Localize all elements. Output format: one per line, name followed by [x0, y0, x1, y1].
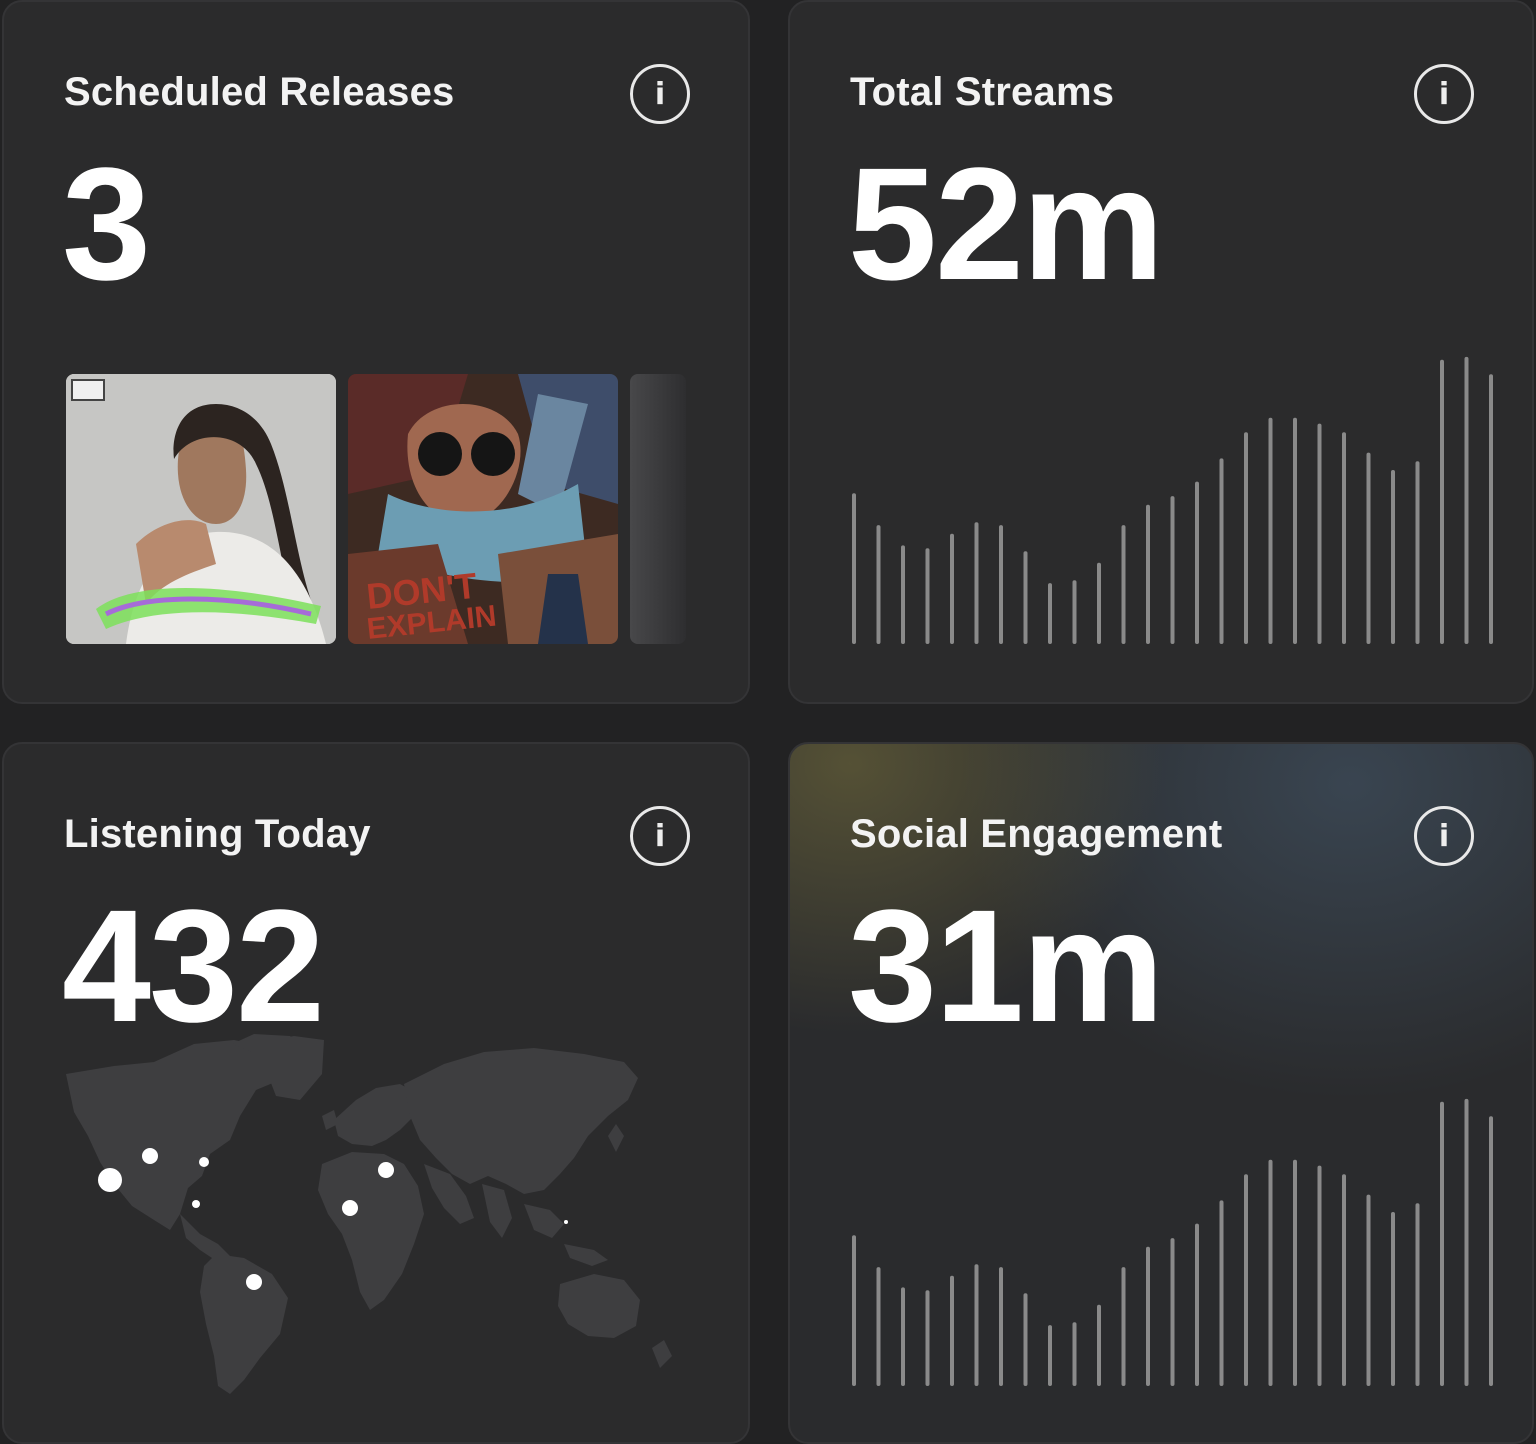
- chart-bar: [1464, 356, 1469, 644]
- chart-bar: [1023, 551, 1028, 644]
- chart-bar: [1342, 1174, 1346, 1386]
- chart-bar: [1048, 1325, 1052, 1386]
- card-title: Listening Today: [64, 812, 371, 856]
- metric-value: 31m: [848, 876, 1164, 1055]
- chart-bar: [1121, 525, 1126, 644]
- listener-dot: [342, 1200, 358, 1216]
- chart-bar: [1170, 496, 1175, 644]
- card-title: Social Engagement: [850, 812, 1223, 856]
- social-engagement-card[interactable]: Social Engagement i 31m: [788, 742, 1534, 1444]
- chart-bar: [1146, 1246, 1150, 1386]
- chart-bar: [1121, 1267, 1126, 1386]
- scheduled-releases-card[interactable]: Scheduled Releases i 3: [2, 0, 750, 704]
- chart-bar: [1440, 359, 1444, 644]
- chart-bar: [1293, 1159, 1297, 1386]
- chart-bar: [1366, 452, 1371, 644]
- chart-bar: [1415, 1203, 1420, 1386]
- listener-dot: [192, 1200, 200, 1208]
- chart-bar: [1219, 458, 1224, 644]
- listener-dot: [378, 1162, 394, 1178]
- chart-bar: [1219, 1200, 1224, 1386]
- chart-bar: [1293, 417, 1297, 644]
- album-art-comic: DON'T EXPLAIN: [348, 374, 618, 644]
- album-art-portrait: [66, 374, 336, 644]
- chart-bar: [1464, 1098, 1469, 1386]
- chart-bar: [1195, 1223, 1199, 1386]
- chart-bar: [1440, 1101, 1444, 1386]
- total-streams-card[interactable]: Total Streams i 52m: [788, 0, 1534, 704]
- chart-bar: [876, 1267, 881, 1386]
- chart-bar: [1023, 1293, 1028, 1386]
- chart-bar: [1391, 470, 1395, 644]
- chart-bar: [999, 525, 1003, 644]
- chart-bar: [1244, 1174, 1248, 1386]
- chart-bar: [852, 1235, 856, 1386]
- chart-bar: [1317, 423, 1322, 644]
- metric-value: 52m: [848, 134, 1164, 313]
- chart-bar: [1415, 461, 1420, 644]
- chart-bar: [1097, 1304, 1101, 1386]
- world-map: [66, 1034, 672, 1394]
- listener-dot: [142, 1148, 158, 1164]
- info-icon[interactable]: i: [630, 64, 690, 124]
- chart-bar: [852, 493, 856, 644]
- chart-bar: [1170, 1238, 1175, 1386]
- chart-bar: [1195, 481, 1199, 644]
- chart-bar: [876, 525, 881, 644]
- album-cover-partial[interactable]: [630, 374, 686, 644]
- chart-bar: [1391, 1212, 1395, 1386]
- info-icon[interactable]: i: [630, 806, 690, 866]
- social-bar-chart: [852, 1098, 1493, 1386]
- chart-bar: [1342, 432, 1346, 644]
- chart-bar: [1489, 1116, 1493, 1386]
- chart-bar: [1146, 504, 1150, 644]
- chart-bar: [1244, 432, 1248, 644]
- listening-today-card[interactable]: Listening Today i 432: [2, 742, 750, 1444]
- listener-dot: [564, 1220, 568, 1224]
- info-icon[interactable]: i: [1414, 806, 1474, 866]
- chart-bar: [1317, 1165, 1322, 1386]
- map-land: [66, 1034, 672, 1394]
- chart-bar: [901, 545, 905, 644]
- streams-bar-chart: [852, 356, 1493, 644]
- listener-dots: [98, 1148, 568, 1290]
- album-cover-portrait[interactable]: [66, 374, 336, 644]
- card-title: Scheduled Releases: [64, 70, 455, 114]
- listener-dot: [199, 1157, 209, 1167]
- chart-bar: [901, 1287, 905, 1386]
- chart-bar: [1072, 580, 1077, 644]
- chart-bar: [1366, 1194, 1371, 1386]
- metric-value: 3: [62, 134, 151, 313]
- chart-bar: [974, 522, 979, 644]
- chart-bar: [1072, 1322, 1077, 1386]
- chart-bar: [1489, 374, 1493, 644]
- chart-bar: [1097, 562, 1101, 644]
- chart-bar: [1268, 417, 1273, 644]
- chart-bar: [1268, 1159, 1273, 1386]
- chart-bar: [925, 548, 930, 644]
- chart-bar: [950, 1275, 954, 1386]
- card-title: Total Streams: [850, 70, 1115, 114]
- chart-bar: [925, 1290, 930, 1386]
- info-icon[interactable]: i: [1414, 64, 1474, 124]
- chart-bar: [1048, 583, 1052, 644]
- chart-bar: [974, 1264, 979, 1386]
- chart-bar: [999, 1267, 1003, 1386]
- metric-value: 432: [62, 876, 325, 1055]
- listener-dot: [98, 1168, 122, 1192]
- album-strip[interactable]: DON'T EXPLAIN: [66, 374, 686, 646]
- chart-bar: [950, 533, 954, 644]
- listener-dot: [246, 1274, 262, 1290]
- album-cover-comic[interactable]: DON'T EXPLAIN: [348, 374, 618, 644]
